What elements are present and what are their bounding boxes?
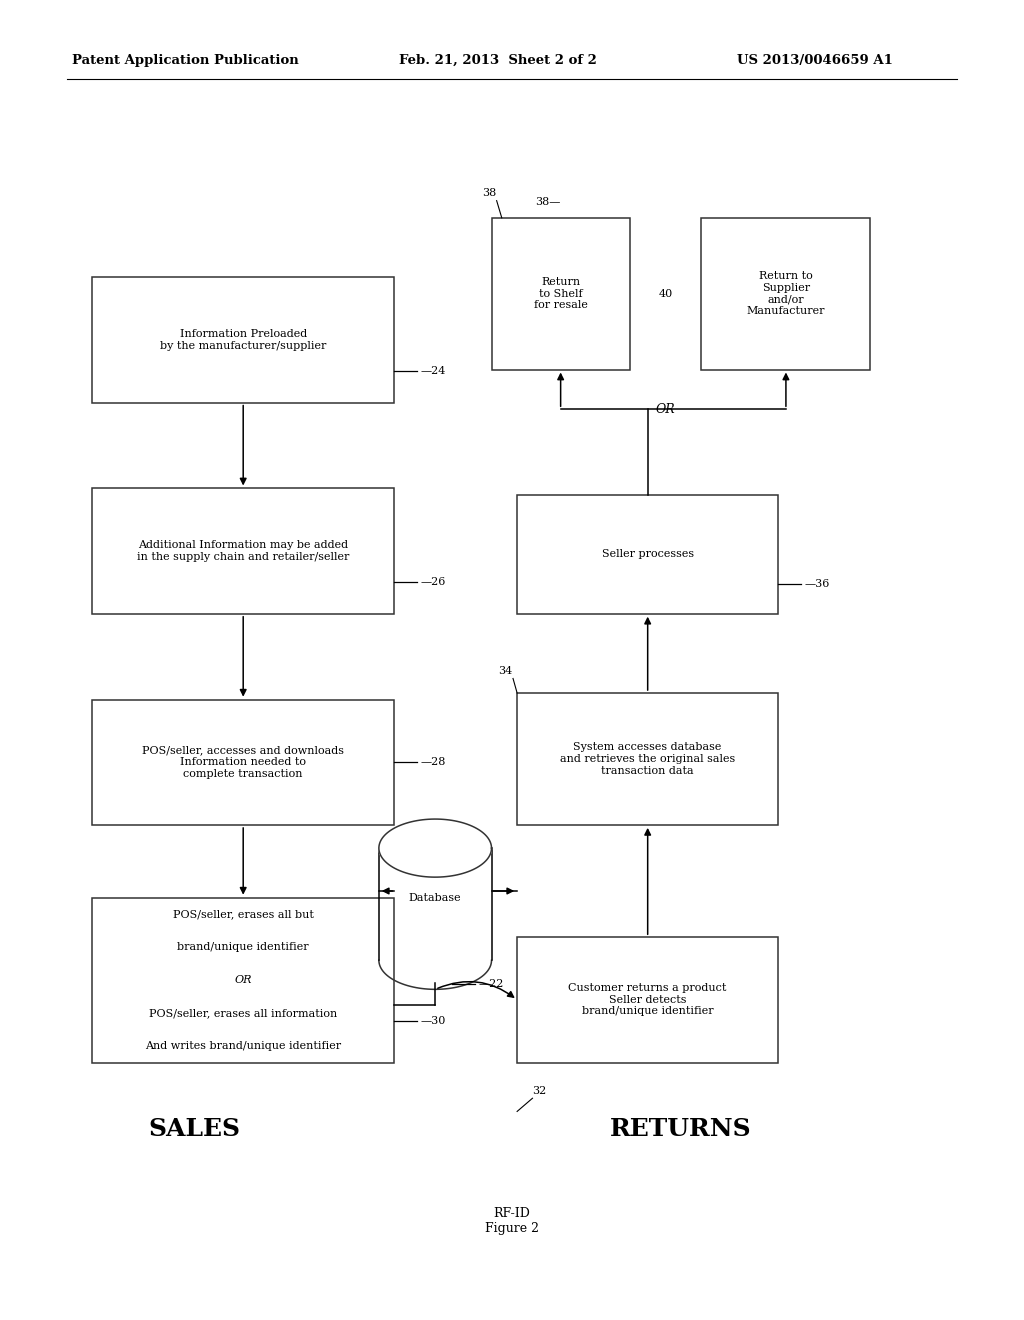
Text: Patent Application Publication: Patent Application Publication xyxy=(72,54,298,67)
Bar xyxy=(517,495,778,614)
Polygon shape xyxy=(379,820,492,876)
Bar xyxy=(92,488,394,614)
Text: POS/seller, erases all but: POS/seller, erases all but xyxy=(173,909,313,919)
Text: Feb. 21, 2013  Sheet 2 of 2: Feb. 21, 2013 Sheet 2 of 2 xyxy=(399,54,597,67)
Text: 38—: 38— xyxy=(536,197,561,207)
Text: 40: 40 xyxy=(658,289,673,298)
Bar xyxy=(701,218,870,370)
Text: 32: 32 xyxy=(532,1085,547,1096)
Text: —24: —24 xyxy=(421,366,446,376)
Text: POS/seller, accesses and downloads
Information needed to
complete transaction: POS/seller, accesses and downloads Infor… xyxy=(142,746,344,779)
Text: Information Preloaded
by the manufacturer/supplier: Information Preloaded by the manufacture… xyxy=(160,329,327,351)
Bar xyxy=(92,277,394,403)
Bar xyxy=(517,693,778,825)
Text: —36: —36 xyxy=(805,579,830,589)
Bar xyxy=(92,898,394,1063)
Bar xyxy=(517,937,778,1063)
Text: SALES: SALES xyxy=(148,1117,241,1140)
Text: Return
to Shelf
for resale: Return to Shelf for resale xyxy=(534,277,588,310)
Text: US 2013/0046659 A1: US 2013/0046659 A1 xyxy=(737,54,893,67)
Text: And writes brand/unique identifier: And writes brand/unique identifier xyxy=(145,1041,341,1051)
Text: RETURNS: RETURNS xyxy=(610,1117,752,1140)
Text: Return to
Supplier
and/or
Manufacturer: Return to Supplier and/or Manufacturer xyxy=(746,272,825,315)
Text: Seller processes: Seller processes xyxy=(602,549,693,560)
Text: Customer returns a product
Seller detects
brand/unique identifier: Customer returns a product Seller detect… xyxy=(568,983,727,1016)
Text: brand/unique identifier: brand/unique identifier xyxy=(177,942,309,952)
Bar xyxy=(492,218,630,370)
Text: POS/seller, erases all information: POS/seller, erases all information xyxy=(150,1008,337,1018)
Text: Database: Database xyxy=(409,892,462,903)
Text: RF-ID
Figure 2: RF-ID Figure 2 xyxy=(485,1206,539,1236)
Text: 34: 34 xyxy=(498,665,512,676)
Text: Additional Information may be added
in the supply chain and retailer/seller: Additional Information may be added in t… xyxy=(137,540,349,562)
Text: —26: —26 xyxy=(421,577,446,587)
Text: System accesses database
and retrieves the original sales
transaction data: System accesses database and retrieves t… xyxy=(560,742,735,776)
Text: —30: —30 xyxy=(421,1016,446,1027)
Text: OR: OR xyxy=(234,975,252,985)
Text: —22: —22 xyxy=(479,979,504,989)
Text: —28: —28 xyxy=(421,758,446,767)
Text: OR: OR xyxy=(656,403,676,416)
Bar xyxy=(92,700,394,825)
Text: 38: 38 xyxy=(482,187,497,198)
